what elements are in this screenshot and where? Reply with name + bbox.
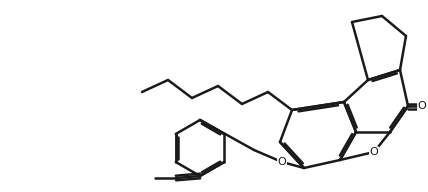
- Text: O: O: [418, 101, 426, 111]
- Text: O: O: [278, 157, 286, 167]
- Text: O: O: [370, 147, 378, 157]
